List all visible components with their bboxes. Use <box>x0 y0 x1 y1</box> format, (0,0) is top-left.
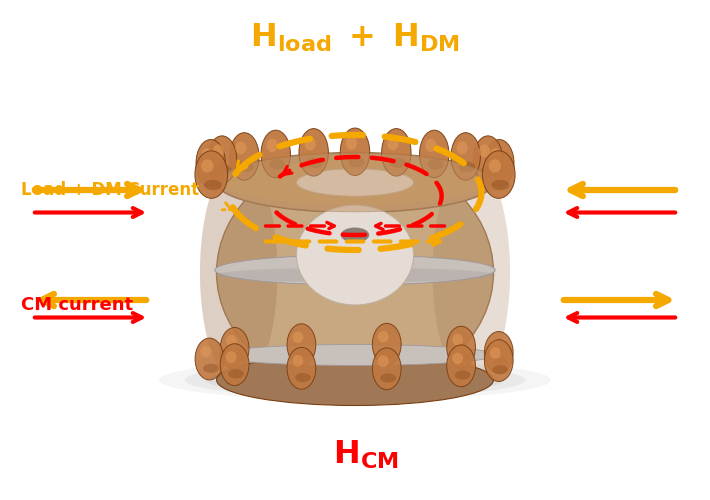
Ellipse shape <box>207 136 236 184</box>
Ellipse shape <box>382 128 411 176</box>
Ellipse shape <box>269 159 285 170</box>
Text: CM current: CM current <box>21 296 133 314</box>
Ellipse shape <box>490 347 501 359</box>
Ellipse shape <box>427 159 444 170</box>
Ellipse shape <box>452 334 463 345</box>
Ellipse shape <box>447 326 476 368</box>
Ellipse shape <box>195 338 224 380</box>
Ellipse shape <box>484 332 513 374</box>
Ellipse shape <box>220 344 249 386</box>
Ellipse shape <box>372 348 401 390</box>
Ellipse shape <box>381 349 396 358</box>
Ellipse shape <box>454 370 471 380</box>
Ellipse shape <box>378 331 389 342</box>
Text: Load + DM Current: Load + DM Current <box>21 181 200 199</box>
Ellipse shape <box>204 168 220 179</box>
Ellipse shape <box>492 365 508 374</box>
Ellipse shape <box>459 162 475 172</box>
Ellipse shape <box>293 332 303 343</box>
Ellipse shape <box>447 345 476 387</box>
Ellipse shape <box>224 160 486 205</box>
Ellipse shape <box>217 154 493 392</box>
Ellipse shape <box>479 144 490 158</box>
Ellipse shape <box>226 335 236 346</box>
Ellipse shape <box>349 157 364 168</box>
Ellipse shape <box>493 168 509 179</box>
Ellipse shape <box>372 324 401 365</box>
Ellipse shape <box>346 136 357 150</box>
Ellipse shape <box>420 130 449 178</box>
Ellipse shape <box>228 353 244 362</box>
Ellipse shape <box>204 180 222 190</box>
Ellipse shape <box>295 350 311 358</box>
Ellipse shape <box>226 351 236 363</box>
Ellipse shape <box>341 228 369 242</box>
Ellipse shape <box>201 160 214 172</box>
Ellipse shape <box>452 352 463 364</box>
Ellipse shape <box>229 132 259 180</box>
Ellipse shape <box>432 160 510 385</box>
Ellipse shape <box>474 136 503 184</box>
Ellipse shape <box>482 151 515 198</box>
Ellipse shape <box>267 138 278 152</box>
Ellipse shape <box>488 160 501 172</box>
Ellipse shape <box>185 362 525 398</box>
Ellipse shape <box>202 148 213 162</box>
Ellipse shape <box>490 148 501 162</box>
Ellipse shape <box>196 140 225 187</box>
Ellipse shape <box>481 165 498 175</box>
Ellipse shape <box>425 138 437 152</box>
Ellipse shape <box>390 158 406 168</box>
Ellipse shape <box>215 165 231 175</box>
Ellipse shape <box>297 169 413 196</box>
Ellipse shape <box>378 356 389 367</box>
Ellipse shape <box>214 268 496 282</box>
Ellipse shape <box>200 346 212 358</box>
Ellipse shape <box>217 152 493 212</box>
Ellipse shape <box>235 141 246 154</box>
Ellipse shape <box>238 162 254 172</box>
Ellipse shape <box>287 324 316 366</box>
Ellipse shape <box>492 357 508 366</box>
Ellipse shape <box>217 354 493 406</box>
Ellipse shape <box>295 373 311 382</box>
Ellipse shape <box>299 128 328 176</box>
Ellipse shape <box>200 160 278 385</box>
Ellipse shape <box>297 205 413 305</box>
Text: $\mathbf{H}_{\mathbf{CM}}$: $\mathbf{H}_{\mathbf{CM}}$ <box>333 439 398 471</box>
Ellipse shape <box>220 328 249 370</box>
Ellipse shape <box>457 141 468 154</box>
Ellipse shape <box>387 137 398 150</box>
Ellipse shape <box>195 151 228 198</box>
Ellipse shape <box>307 158 323 168</box>
Ellipse shape <box>206 364 504 396</box>
Ellipse shape <box>287 348 316 389</box>
Ellipse shape <box>340 128 370 176</box>
Ellipse shape <box>485 140 514 187</box>
Ellipse shape <box>293 355 303 366</box>
Ellipse shape <box>228 369 244 378</box>
Ellipse shape <box>203 364 219 373</box>
Ellipse shape <box>484 340 513 382</box>
Ellipse shape <box>213 144 224 158</box>
Ellipse shape <box>159 360 551 400</box>
Ellipse shape <box>451 132 481 180</box>
Ellipse shape <box>305 137 316 150</box>
Ellipse shape <box>218 153 492 212</box>
Ellipse shape <box>381 374 396 382</box>
Text: $\mathbf{H}_{\mathbf{load}}$$\mathbf{\ +\ H}_{\mathbf{DM}}$: $\mathbf{H}_{\mathbf{load}}$$\mathbf{\ +… <box>250 22 460 54</box>
Ellipse shape <box>490 339 501 351</box>
Ellipse shape <box>214 255 496 285</box>
Ellipse shape <box>214 344 496 366</box>
Ellipse shape <box>261 130 290 178</box>
Ellipse shape <box>454 352 471 361</box>
Ellipse shape <box>491 180 509 190</box>
